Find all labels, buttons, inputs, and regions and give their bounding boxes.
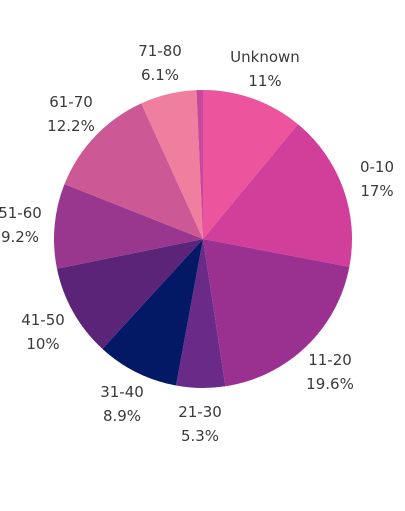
slice-value-label: 8.9% <box>103 407 141 425</box>
slice-value-label: 17% <box>360 182 393 200</box>
pie-slice-0-10 <box>203 124 353 267</box>
slice-label: 61-70 <box>49 93 93 111</box>
pie-slice-41-50 <box>57 239 203 349</box>
pie-labels: Unknown 11% 0-10 17% 11-20 19.6% 21-30 5.3% 31-4… <box>0 42 394 445</box>
slice-value-label: 10% <box>26 335 59 353</box>
slice-label: 71-80 <box>138 42 182 60</box>
pie-slice-11-20 <box>203 239 350 387</box>
pie-slice-51-60 <box>53 184 203 269</box>
pie-slice-31-40 <box>102 239 203 386</box>
slice-label: 21-30 <box>178 403 222 421</box>
slice-label: 41-50 <box>21 311 65 329</box>
slice-value-label: 6.1% <box>141 66 179 84</box>
pie-slice-other <box>196 89 203 239</box>
slice-label: 11-20 <box>308 351 352 369</box>
slice-label: Unknown <box>230 48 300 66</box>
slice-label: 0-10 <box>360 158 394 176</box>
pie-slice-61-70 <box>64 103 204 239</box>
slice-value-label: 5.3% <box>181 427 219 445</box>
slice-label: 31-40 <box>100 383 144 401</box>
pie-slice-21-30 <box>176 239 226 388</box>
pie-slice-71-80 <box>141 90 203 239</box>
slice-value-label: 12.2% <box>47 117 95 135</box>
slice-value-label: 11% <box>248 72 281 90</box>
pie-slice-unknown <box>203 90 298 239</box>
slice-value-label: 19.6% <box>306 375 354 393</box>
slice-value-label: 9.2% <box>1 228 39 246</box>
pie-slices <box>53 89 353 388</box>
slice-label: 51-60 <box>0 204 42 222</box>
